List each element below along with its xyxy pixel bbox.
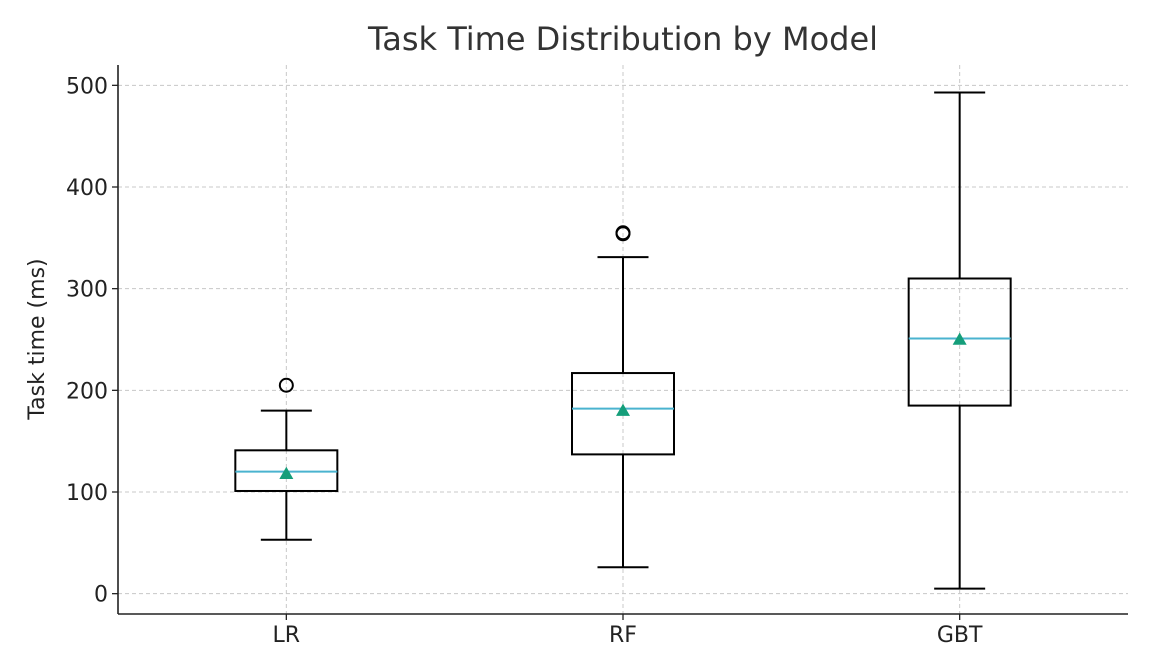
marks-layer xyxy=(234,91,1012,590)
y-axis-label: Task time (ms) xyxy=(25,258,50,420)
y-tick-label: 300 xyxy=(66,278,108,303)
mean-marker xyxy=(616,403,630,416)
y-tick-label: 400 xyxy=(66,176,108,201)
x-tick-label: RF xyxy=(609,623,637,648)
x-tick-label: GBT xyxy=(937,623,983,648)
box-group-rf xyxy=(571,225,675,569)
outlier-point xyxy=(278,377,294,393)
box-group-gbt xyxy=(907,91,1012,590)
axes-layer: 0 100 200 300 400 500 LR RF GBT xyxy=(66,65,1128,648)
iqr-box xyxy=(907,277,1012,407)
y-tick-label: 500 xyxy=(66,74,108,99)
mean-marker xyxy=(952,332,967,345)
chart-title: Task Time Distribution by Model xyxy=(367,20,878,58)
iqr-box xyxy=(571,372,675,456)
outlier-point xyxy=(615,225,631,241)
mean-marker xyxy=(279,466,294,479)
iqr-box xyxy=(234,449,339,492)
y-tick-label: 200 xyxy=(66,379,108,404)
x-tick-label: LR xyxy=(273,623,301,648)
y-tick-label: 0 xyxy=(94,583,108,608)
y-tick-label: 100 xyxy=(66,481,108,506)
box-group-lr xyxy=(234,377,339,541)
